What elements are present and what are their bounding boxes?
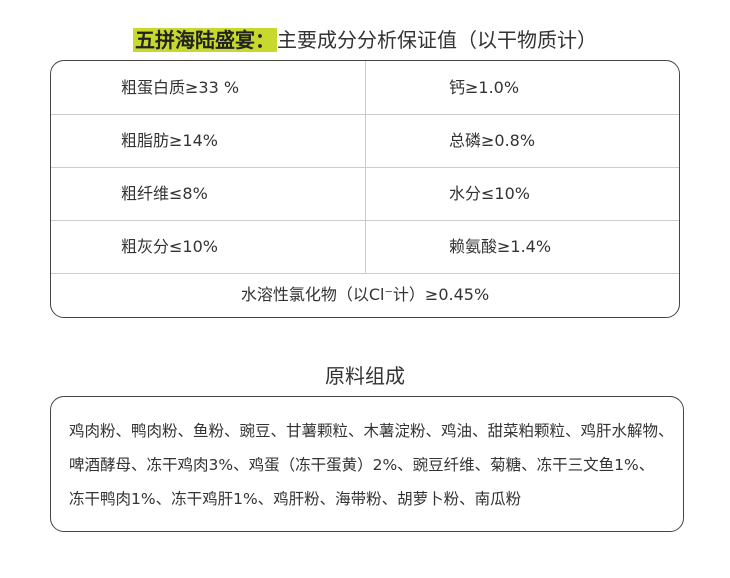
ingredients-line: 冻干鸭肉1%、冻干鸡肝1%、鸡肝粉、海带粉、胡萝卜粉、南瓜粉 [69, 490, 522, 508]
ingredients-line: 鸡肉粉、鸭肉粉、鱼粉、豌豆、甘薯颗粒、木薯淀粉、鸡油、甜菜粕颗粒、鸡肝水解物、 [69, 422, 674, 440]
table-cell: 总磷≥0.8% [449, 131, 536, 150]
table-cell: 粗灰分≤10% [121, 237, 218, 256]
product-name-highlight: 五拼海陆盛宴： [133, 28, 277, 52]
table-cell: 粗脂肪≥14% [121, 131, 218, 150]
title-text: 主要成分分析保证值（以干物质计） [277, 28, 597, 52]
ingredients-line: 啤酒酵母、冻干鸡肉3%、鸡蛋（冻干蛋黄）2%、豌豆纤维、菊糖、冻干三文鱼1%、 [69, 456, 655, 474]
table-cell: 钙≥1.0% [449, 78, 520, 97]
table-footer-row: 水溶性氯化物（以Cl⁻计）≥0.45% [240, 285, 490, 304]
ingredients-box: 鸡肉粉、鸭肉粉、鱼粉、豌豆、甘薯颗粒、木薯淀粉、鸡油、甜菜粕颗粒、鸡肝水解物、 … [50, 396, 684, 532]
column-divider [365, 61, 366, 273]
table-cell: 粗蛋白质≥33 % [121, 78, 240, 97]
analysis-table: 粗蛋白质≥33 % 钙≥1.0% 粗脂肪≥14% 总磷≥0.8% 粗纤维≤8% … [50, 60, 680, 318]
table-cell: 粗纤维≤8% [121, 184, 208, 203]
table-cell: 赖氨酸≥1.4% [449, 237, 552, 256]
table-row: 粗灰分≤10% 赖氨酸≥1.4% [51, 220, 679, 274]
table-cell: 水分≤10% [449, 184, 530, 203]
ingredients-heading: 原料组成 [325, 364, 405, 388]
page-title: 五拼海陆盛宴： 主要成分分析保证值（以干物质计） [0, 26, 730, 54]
